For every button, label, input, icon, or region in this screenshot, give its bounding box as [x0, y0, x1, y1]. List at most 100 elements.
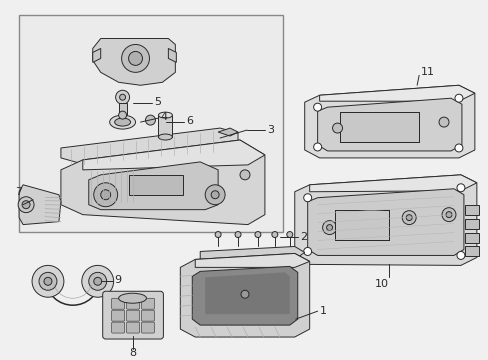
Bar: [339, 112, 418, 142]
Circle shape: [32, 265, 64, 297]
Polygon shape: [89, 162, 218, 210]
Circle shape: [454, 94, 462, 102]
Polygon shape: [317, 98, 461, 151]
Bar: [19, 15, 282, 231]
Ellipse shape: [109, 115, 135, 129]
Circle shape: [438, 117, 448, 127]
Polygon shape: [168, 49, 176, 62]
Circle shape: [128, 51, 142, 66]
Text: 10: 10: [375, 279, 388, 289]
Circle shape: [254, 231, 261, 238]
Circle shape: [456, 184, 464, 192]
Circle shape: [240, 170, 249, 180]
Circle shape: [456, 251, 464, 260]
Circle shape: [402, 211, 415, 225]
FancyBboxPatch shape: [141, 310, 154, 321]
Polygon shape: [205, 273, 289, 314]
Polygon shape: [304, 85, 474, 158]
Circle shape: [215, 231, 221, 238]
Text: 2: 2: [299, 231, 306, 242]
FancyBboxPatch shape: [126, 310, 139, 321]
Circle shape: [120, 94, 125, 100]
Text: 8: 8: [129, 348, 136, 358]
Polygon shape: [200, 247, 304, 260]
Polygon shape: [180, 253, 309, 337]
Bar: [464, 247, 478, 256]
Circle shape: [39, 273, 57, 290]
Circle shape: [44, 277, 52, 285]
Circle shape: [18, 197, 34, 213]
Text: 4: 4: [160, 112, 167, 122]
Circle shape: [406, 215, 411, 221]
Circle shape: [303, 247, 311, 256]
Polygon shape: [192, 266, 297, 325]
Circle shape: [313, 143, 321, 151]
Polygon shape: [319, 85, 474, 101]
Text: 11: 11: [420, 67, 434, 77]
Bar: [119, 103, 126, 115]
FancyBboxPatch shape: [141, 322, 154, 333]
Circle shape: [326, 225, 332, 230]
FancyBboxPatch shape: [111, 322, 124, 333]
Circle shape: [22, 201, 30, 209]
Circle shape: [313, 103, 321, 111]
Circle shape: [454, 144, 462, 152]
Bar: [334, 210, 388, 239]
Bar: [464, 219, 478, 229]
Polygon shape: [309, 175, 476, 192]
Circle shape: [101, 190, 110, 200]
Circle shape: [94, 277, 102, 285]
Circle shape: [362, 215, 376, 229]
Circle shape: [322, 221, 336, 234]
Polygon shape: [93, 39, 175, 85]
Bar: [339, 112, 418, 142]
Text: 1: 1: [319, 306, 326, 316]
Text: 5: 5: [154, 97, 161, 107]
Polygon shape: [218, 128, 238, 136]
Circle shape: [122, 45, 149, 72]
Polygon shape: [307, 189, 463, 256]
FancyBboxPatch shape: [102, 291, 163, 339]
FancyBboxPatch shape: [126, 322, 139, 333]
FancyBboxPatch shape: [126, 298, 139, 309]
Polygon shape: [82, 140, 264, 170]
Text: 9: 9: [114, 275, 122, 285]
FancyBboxPatch shape: [141, 298, 154, 309]
Circle shape: [241, 290, 248, 298]
Text: 7: 7: [16, 187, 22, 197]
Ellipse shape: [158, 134, 172, 140]
Text: 3: 3: [266, 125, 273, 135]
Circle shape: [445, 212, 451, 218]
Polygon shape: [61, 128, 238, 163]
Bar: [464, 233, 478, 243]
Circle shape: [235, 231, 241, 238]
Polygon shape: [195, 253, 309, 267]
Circle shape: [332, 123, 342, 133]
Circle shape: [366, 219, 371, 225]
Ellipse shape: [119, 293, 146, 303]
Ellipse shape: [158, 112, 172, 118]
Circle shape: [81, 265, 113, 297]
Ellipse shape: [114, 118, 130, 126]
Circle shape: [115, 90, 129, 104]
Circle shape: [119, 111, 126, 119]
Circle shape: [89, 273, 106, 290]
Polygon shape: [19, 185, 61, 225]
Circle shape: [441, 208, 455, 222]
Text: 6: 6: [186, 116, 193, 126]
Polygon shape: [61, 140, 264, 225]
Polygon shape: [294, 175, 476, 265]
Circle shape: [205, 185, 224, 205]
Bar: [128, 175, 183, 195]
Bar: [158, 115, 172, 137]
Circle shape: [271, 231, 277, 238]
FancyBboxPatch shape: [111, 310, 124, 321]
FancyBboxPatch shape: [111, 298, 124, 309]
Circle shape: [94, 183, 118, 207]
Circle shape: [145, 115, 155, 125]
Circle shape: [211, 191, 219, 199]
Bar: [464, 205, 478, 215]
Circle shape: [286, 231, 292, 238]
Polygon shape: [93, 49, 101, 62]
Circle shape: [303, 194, 311, 202]
